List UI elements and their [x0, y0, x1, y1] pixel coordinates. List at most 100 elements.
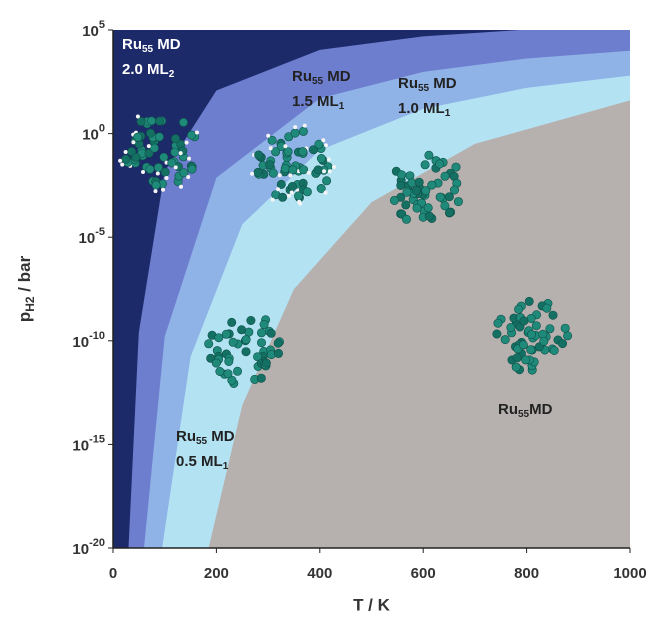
hydrogen	[270, 197, 275, 202]
cluster-illustration	[492, 296, 573, 375]
label-sub: 1	[339, 101, 345, 112]
region-label: Ru55 MD	[292, 68, 351, 87]
atom	[449, 185, 459, 195]
y-label-sub: H2	[23, 296, 37, 312]
label-text: MD	[207, 428, 235, 445]
hydrogen	[123, 150, 128, 154]
atom	[423, 203, 433, 213]
plot-area	[113, 30, 630, 549]
hydrogen	[173, 165, 178, 170]
atom	[149, 143, 159, 153]
label-sub: 55	[142, 44, 154, 55]
atom	[179, 117, 189, 127]
tick-base: 10	[72, 437, 89, 454]
label-text: 2.0 ML	[122, 61, 169, 78]
atom	[204, 339, 214, 349]
atom	[526, 329, 536, 339]
atom	[221, 329, 231, 339]
atom	[121, 154, 131, 164]
region-label: Ru55 MD	[176, 428, 235, 447]
region-label: Ru55 MD	[398, 75, 457, 94]
hydrogen	[131, 140, 136, 145]
atom	[492, 329, 502, 339]
atom	[159, 152, 169, 162]
atom	[531, 321, 541, 331]
y-tick-label: 10-5	[79, 226, 105, 247]
atom	[389, 195, 399, 205]
tick-base: 10	[72, 334, 89, 351]
atom	[518, 340, 528, 350]
atom	[445, 207, 455, 217]
atom	[136, 117, 146, 127]
cluster-illustration	[204, 315, 284, 388]
atom	[256, 338, 266, 348]
atom	[267, 135, 277, 145]
atom	[397, 170, 407, 180]
cluster-illustration	[118, 114, 200, 194]
y-tick-label: 10-10	[72, 330, 105, 351]
atom	[322, 176, 332, 186]
hydrogen	[327, 169, 332, 174]
label-sub: 55	[518, 409, 530, 420]
tick-base: 10	[79, 230, 96, 247]
atom	[133, 132, 143, 142]
label-text: MD	[529, 401, 552, 418]
hydrogen	[324, 143, 328, 148]
atom	[187, 164, 197, 174]
x-tick-label: 600	[411, 565, 436, 582]
atom	[278, 192, 288, 202]
atom	[298, 147, 308, 157]
atom	[259, 319, 269, 329]
region-area	[208, 100, 630, 549]
atom	[170, 147, 180, 157]
atom	[290, 128, 300, 138]
atom	[451, 162, 461, 172]
tick-exponent: 5	[99, 19, 105, 31]
atom	[308, 145, 318, 155]
atom	[424, 150, 434, 160]
region-label: Ru55 MD	[122, 36, 181, 55]
hydrogen	[164, 176, 169, 180]
atom	[526, 345, 536, 355]
y-tick-label: 105	[82, 19, 105, 40]
atom	[273, 348, 283, 358]
tick-exponent: -10	[89, 330, 105, 342]
atom	[444, 192, 454, 202]
atom	[396, 181, 406, 191]
label-text: 1.5 ML	[292, 93, 339, 110]
atom	[146, 128, 156, 138]
label-text: MD	[323, 68, 351, 85]
atom	[214, 333, 224, 343]
atom	[268, 168, 278, 178]
hydrogen	[297, 199, 302, 204]
hydrogen	[277, 173, 282, 178]
atom	[524, 296, 534, 306]
hydrogen	[153, 189, 158, 194]
atom	[145, 164, 155, 174]
label-text: Ru	[498, 401, 518, 418]
hydrogen	[332, 165, 336, 169]
atom	[435, 159, 445, 169]
hydrogen	[184, 140, 189, 145]
tick-exponent: 0	[99, 123, 105, 135]
atom	[254, 150, 264, 160]
hydrogen	[135, 114, 140, 119]
atom	[167, 158, 177, 168]
atom	[539, 336, 549, 346]
y-label-main: p	[15, 312, 34, 322]
atom	[241, 347, 251, 357]
atom	[283, 147, 293, 157]
atom	[563, 331, 573, 341]
y-axis-label: pH2 / bar	[15, 255, 37, 322]
atom	[293, 191, 303, 201]
atom	[511, 362, 521, 372]
region-label: 1.5 ML1	[292, 93, 345, 112]
label-sub: 1	[445, 108, 451, 119]
tick-base: 10	[82, 23, 99, 40]
x-tick-label: 200	[204, 565, 229, 582]
hydrogen	[187, 156, 191, 161]
hydrogen	[321, 138, 326, 143]
y-label-rest: / bar	[15, 255, 34, 296]
atom	[287, 182, 297, 192]
hydrogen	[322, 169, 326, 174]
